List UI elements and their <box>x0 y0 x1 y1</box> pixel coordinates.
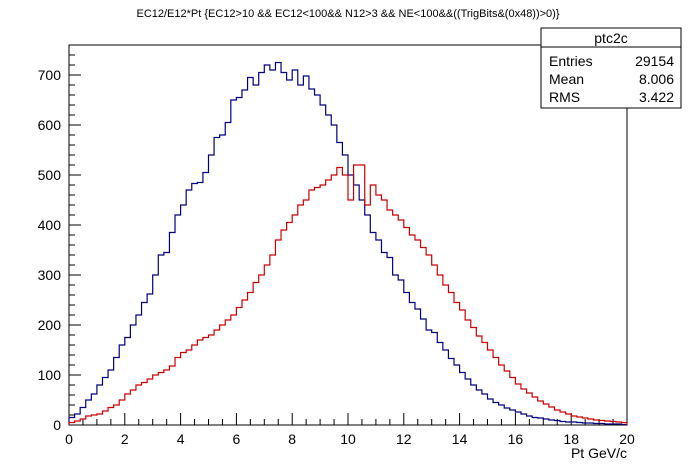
y-tick-label: 600 <box>38 117 62 133</box>
y-tick-label: 500 <box>38 167 62 183</box>
x-tick-label: 8 <box>288 431 296 447</box>
x-tick-label: 4 <box>177 431 185 447</box>
x-tick-label: 18 <box>563 431 579 447</box>
stats-box-frame <box>540 27 682 109</box>
x-tick-label: 6 <box>233 431 241 447</box>
x-axis-title: Pt GeV/c <box>571 445 627 461</box>
y-tick-label: 700 <box>38 67 62 83</box>
stats-rms-value: 3.422 <box>639 89 674 105</box>
histogram-series-0 <box>68 61 628 426</box>
x-tick-label: 2 <box>121 431 129 447</box>
x-tick-label: 14 <box>452 431 468 447</box>
stats-entries-value: 29154 <box>635 53 674 69</box>
y-tick-label: 100 <box>38 367 62 383</box>
stats-entries-label: Entries <box>549 53 593 69</box>
x-tick-label: 16 <box>508 431 524 447</box>
stats-mean-value: 8.006 <box>639 71 674 87</box>
x-tick-label: 0 <box>65 431 73 447</box>
y-axis: 0 100 200 300 400 500 600 700 <box>38 54 81 433</box>
x-tick-label: 10 <box>340 431 356 447</box>
histogram-series-1 <box>68 164 628 425</box>
x-tick-label: 12 <box>396 431 412 447</box>
y-tick-label: 200 <box>38 317 62 333</box>
stats-rms-label: RMS <box>549 89 580 105</box>
y-tick-label: 400 <box>38 217 62 233</box>
stats-mean-label: Mean <box>549 71 584 87</box>
stats-box-name: ptc2c <box>594 30 627 46</box>
series-layer <box>68 61 628 426</box>
x-axis: 0 2 4 6 8 10 12 14 16 18 20 <box>65 413 635 447</box>
y-tick-label: 300 <box>38 267 62 283</box>
stats-box: ptc2c Entries 29154 Mean 8.006 RMS 3.422 <box>540 27 682 109</box>
chart-title: EC12/E12*Pt {EC12>10 && EC12<100&& N12>3… <box>136 8 559 20</box>
x-tick-label: 20 <box>619 431 635 447</box>
y-tick-label: 0 <box>53 417 61 433</box>
